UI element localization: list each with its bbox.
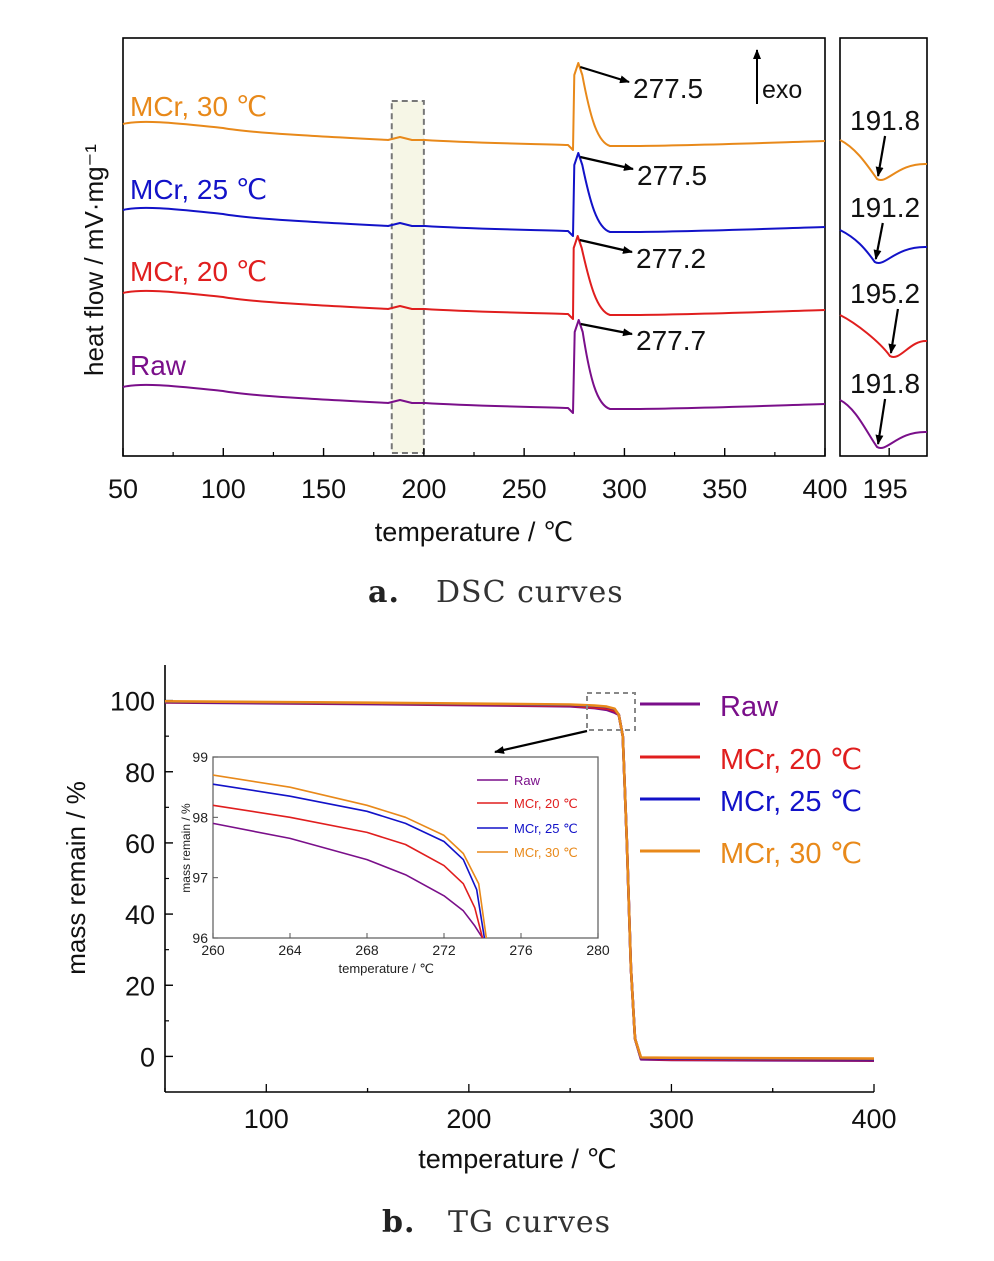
y-axis-label: mass remain / %	[61, 781, 91, 975]
legend-label-mcr-25: MCr, 25 ℃	[720, 786, 862, 818]
inset-x-tick-label: 268	[355, 942, 379, 958]
peak-label-mcr-25: 277.5	[637, 160, 707, 191]
series-line-mcr-20	[122, 235, 826, 320]
tg-chart: 0 20 40 60 80 100 100 200 300 400 temperature / ℃ m…	[61, 665, 897, 1174]
dsc-chart: 50 100 150 200 250 300 350 400 temperature / ℃ he…	[79, 37, 928, 547]
y-tick-label: 40	[125, 900, 155, 930]
x-tick-label: 300	[602, 474, 647, 504]
y-axis-label: heat flow / mV·mg⁻¹	[79, 144, 109, 376]
peak-label-raw: 277.7	[636, 325, 706, 356]
y-tick-label: 20	[125, 971, 155, 1001]
y-tick-label: 60	[125, 829, 155, 859]
y-tick-label: 100	[110, 687, 155, 717]
peak-arrow-mcr-30	[579, 65, 630, 84]
inset-x-axis-label: temperature / ℃	[338, 961, 434, 976]
x-tick-label: 300	[649, 1104, 694, 1134]
zoom-x-tick-label: 195	[863, 474, 908, 504]
peak-label-mcr-30: 277.5	[633, 73, 703, 104]
inset-frame	[212, 756, 599, 939]
trough-label-mcr-20: 195.2	[850, 278, 920, 309]
x-tick-label: 150	[301, 474, 346, 504]
trough-arrow-raw	[875, 398, 887, 445]
x-tick-label: 200	[401, 474, 446, 504]
x-axis-label: temperature / ℃	[375, 517, 573, 547]
inset-series-line-mcr-30	[212, 774, 488, 939]
inset-x-tick-label: 272	[432, 942, 456, 958]
inset-y-axis-label: mass remain / %	[179, 803, 193, 893]
inset-series-line-mcr-20	[212, 804, 484, 939]
inset-legend-label-raw: Raw	[514, 773, 541, 788]
inset-x-tick-label: 280	[586, 942, 610, 958]
panel-a-caption: DSC curves	[436, 575, 624, 610]
x-tick-label: 400	[851, 1104, 896, 1134]
inset-legend-label-mcr-25: MCr, 25 ℃	[514, 821, 578, 836]
trough-label-mcr-30: 191.8	[850, 105, 920, 136]
series-label-mcr-25: MCr, 25 ℃	[130, 174, 267, 205]
panel-b-caption: TG curves	[448, 1205, 611, 1240]
zoom-line-mcr-20	[839, 314, 928, 359]
inset-series-line-raw	[212, 822, 484, 939]
x-tick-label: 250	[502, 474, 547, 504]
inset-legend-label-mcr-30: MCr, 30 ℃	[514, 845, 578, 860]
zoom-line-mcr-25	[839, 229, 928, 265]
inset-legend-label-mcr-20: MCr, 20 ℃	[514, 796, 578, 811]
x-axis-label: temperature / ℃	[418, 1144, 616, 1174]
series-line-mcr-25	[122, 152, 826, 237]
zoom-box	[586, 692, 636, 731]
inset-x-tick-label: 260	[201, 942, 225, 958]
legend-label-mcr-20: MCr, 20 ℃	[720, 744, 862, 776]
trough-arrow-mcr-30	[875, 135, 887, 177]
x-tick-label: 350	[702, 474, 747, 504]
inset-x-tick-label: 264	[278, 942, 302, 958]
trough-arrow-mcr-20	[888, 308, 900, 354]
zoom-line-raw	[839, 399, 928, 450]
inset-y-tick-label: 98	[192, 809, 208, 825]
exo-label: exo	[762, 76, 802, 104]
series-line-raw	[122, 319, 826, 414]
trough-label-raw: 191.8	[850, 368, 920, 399]
x-tick-label: 400	[802, 474, 847, 504]
inset-x-tick-label: 276	[509, 942, 533, 958]
series-line-mcr-30	[122, 62, 826, 151]
y-tick-label: 80	[125, 758, 155, 788]
x-tick-label: 200	[446, 1104, 491, 1134]
highlight-box	[390, 100, 425, 454]
legend-label-raw: Raw	[720, 691, 779, 723]
zoom-line-mcr-30	[839, 139, 928, 182]
y-tick-label: 0	[140, 1042, 155, 1072]
peak-arrow-raw	[580, 322, 633, 337]
inset-y-tick-label: 97	[192, 870, 208, 886]
peak-label-mcr-20: 277.2	[636, 243, 706, 274]
trough-label-mcr-25: 191.2	[850, 192, 920, 223]
panel-a-letter: a.	[368, 575, 400, 610]
series-line-mcr-30	[164, 700, 875, 1060]
peak-arrow-mcr-25	[580, 155, 634, 171]
zoom-arrow	[494, 729, 588, 754]
x-tick-label: 100	[201, 474, 246, 504]
inset-y-tick-label: 96	[192, 930, 208, 946]
trough-arrow-mcr-25	[873, 222, 884, 260]
inset-series-line-mcr-25	[212, 783, 486, 939]
series-label-mcr-20: MCr, 20 ℃	[130, 256, 267, 287]
x-tick-label: 50	[108, 474, 138, 504]
legend-label-mcr-30: MCr, 30 ℃	[720, 838, 862, 870]
peak-arrow-mcr-20	[579, 238, 633, 254]
x-tick-label: 100	[244, 1104, 289, 1134]
series-label-mcr-30: MCr, 30 ℃	[130, 91, 267, 122]
series-label-raw: Raw	[130, 350, 187, 381]
inset-y-tick-label: 99	[192, 749, 208, 765]
panel-b-letter: b.	[382, 1205, 415, 1240]
